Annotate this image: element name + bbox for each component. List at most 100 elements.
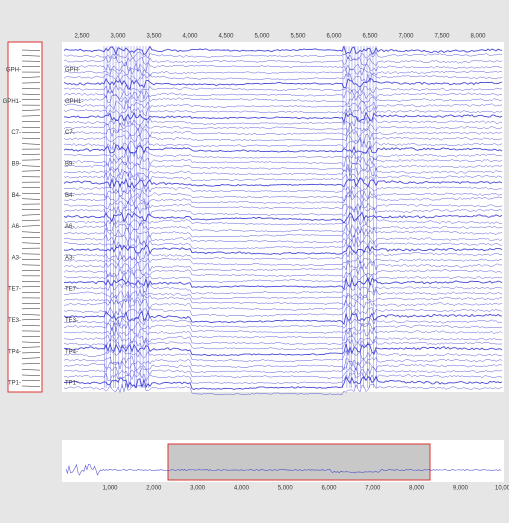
eeg-trace	[63, 256, 503, 267]
panel-trace	[21, 170, 41, 172]
eeg-trace	[63, 149, 503, 161]
burst-line	[350, 45, 353, 389]
eeg-trace	[63, 326, 503, 342]
eeg-trace	[63, 349, 503, 363]
eeg-trace	[63, 156, 503, 168]
top-tick-label: 6,000	[326, 34, 342, 40]
eeg-trace	[63, 371, 503, 385]
channel-label: A6-	[65, 224, 74, 230]
eeg-trace	[63, 239, 503, 250]
panel-channel-label: GPH1-	[3, 99, 21, 105]
panel-trace	[21, 374, 41, 376]
panel-trace	[21, 55, 41, 57]
channel-label: B9-	[65, 161, 74, 167]
panel-channel-label: C7-	[11, 130, 21, 136]
panel-trace	[21, 198, 41, 200]
eeg-trace	[63, 320, 503, 334]
burst-line	[103, 45, 106, 389]
eeg-trace	[64, 316, 503, 329]
panel-trace	[21, 357, 41, 359]
panel-trace	[21, 126, 41, 129]
overview-tick-label: 8,000	[409, 486, 425, 492]
eeg-trace	[63, 183, 503, 194]
panel-trace	[21, 242, 41, 244]
panel-trace	[21, 318, 41, 321]
burst-line	[112, 45, 114, 389]
panel-trace	[21, 143, 41, 145]
panel-channel-label: A3-	[12, 255, 21, 261]
burst-line	[135, 45, 138, 389]
panel-trace	[21, 219, 41, 222]
burst-line	[133, 45, 135, 389]
eeg-trace	[63, 382, 503, 396]
eeg-trace	[63, 221, 503, 234]
panel-channel-label: TP4-	[8, 349, 21, 355]
overview-selection[interactable]	[167, 443, 431, 481]
eeg-trace	[63, 288, 503, 300]
eeg-trace	[63, 306, 503, 318]
panel-trace	[21, 346, 41, 348]
overview-tick-label: 1,000	[102, 486, 118, 492]
panel-channel-label: TP1-	[8, 381, 21, 387]
panel-trace	[21, 76, 41, 78]
eeg-trace	[63, 177, 503, 189]
top-tick-label: 5,500	[290, 34, 306, 40]
overview-tick-label: 10,000	[495, 486, 509, 492]
burst-line	[369, 45, 371, 389]
eeg-trace	[63, 259, 503, 272]
eeg-trace	[63, 355, 503, 371]
channel-panel[interactable]	[7, 41, 43, 393]
channel-label: A3-	[65, 255, 74, 261]
burst-line	[109, 45, 112, 389]
panel-trace	[21, 153, 41, 155]
eeg-trace	[63, 161, 503, 173]
burst-line	[127, 45, 129, 389]
panel-channel-label: B4-	[12, 193, 21, 199]
top-tick-label: 2,500	[74, 34, 90, 40]
eeg-trace	[63, 293, 503, 306]
burst-line	[360, 45, 362, 389]
top-tick-label: 6,500	[362, 34, 378, 40]
eeg-trace	[63, 272, 503, 283]
eeg-trace	[63, 342, 503, 357]
panel-channel-label: TE7-	[8, 287, 21, 293]
burst-line	[105, 45, 108, 389]
top-tick-label: 4,000	[182, 34, 198, 40]
burst-line	[148, 45, 150, 389]
overview-tick-label: 3,000	[190, 486, 206, 492]
panel-trace	[21, 214, 41, 216]
eeg-trace	[64, 194, 503, 205]
top-tick-label: 7,000	[398, 34, 414, 40]
channel-label: TP1-	[65, 381, 78, 387]
panel-trace	[21, 363, 41, 365]
overview-tick-label: 2,000	[146, 486, 162, 492]
overview-tick-label: 4,000	[234, 486, 250, 492]
panel-trace	[21, 231, 41, 233]
top-tick-label: 4,500	[218, 34, 234, 40]
channel-label: TE7-	[65, 287, 78, 293]
overview-tick-label: 6,000	[321, 486, 337, 492]
traces	[21, 45, 503, 396]
panel-trace	[21, 165, 41, 167]
overview-tick-label: 7,000	[365, 486, 381, 492]
labels: 2,500 3,000 3,500 4,000 4,500 5,000 5,500 6,000…	[3, 34, 509, 492]
panel-channel-label: A6-	[12, 224, 21, 230]
top-tick-label: 3,500	[146, 34, 162, 40]
overview-trace-group	[65, 463, 502, 476]
burst-line	[345, 45, 348, 389]
burst-line	[357, 45, 359, 389]
panel-trace	[21, 308, 41, 310]
panel-channel-label: B9-	[12, 161, 21, 167]
eeg-trace	[63, 338, 503, 350]
panel-trace	[21, 341, 41, 343]
eeg-trace	[63, 266, 503, 279]
eeg-trace	[63, 144, 503, 154]
panel-trace	[21, 369, 41, 371]
panel-trace	[21, 93, 41, 95]
eeg-trace	[63, 166, 503, 177]
eeg-trace	[63, 366, 503, 379]
eeg-trace	[63, 244, 503, 255]
panel-channel-label: TE3-	[8, 318, 21, 324]
